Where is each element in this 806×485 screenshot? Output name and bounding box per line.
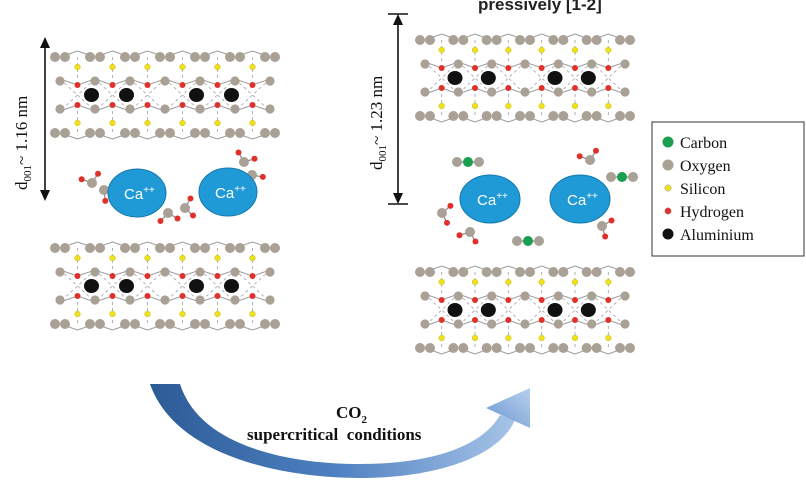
left-cation-2: Ca++ <box>198 167 258 217</box>
legend-label: Silicon <box>680 181 725 198</box>
interlayer-co2-molecules <box>452 157 638 246</box>
legend-label: Aluminium <box>680 227 754 244</box>
right-spacing-arrow <box>388 13 408 205</box>
process-label-conditions: supercritical conditions <box>247 425 422 444</box>
legend-item-carbon: Carbon <box>662 135 727 152</box>
svg-text:Ca++: Ca++ <box>567 191 598 209</box>
process-arrow <box>150 384 530 478</box>
left-bottom-clay-layer <box>50 241 280 331</box>
right-spacing-label: d001~ 1.23 nm <box>367 76 389 170</box>
left-cation-1: Ca++ <box>107 168 167 218</box>
right-cation-1: Ca++ <box>459 174 521 224</box>
header-fragment: pressively [1-2] <box>478 0 602 14</box>
left-spacing-label: d001~ 1.16 nm <box>12 96 34 190</box>
legend-item-aluminium: Aluminium <box>662 227 754 244</box>
process-label-co2: CO2 <box>336 403 368 426</box>
svg-text:Ca++: Ca++ <box>215 184 246 202</box>
left-top-clay-layer <box>50 50 280 140</box>
legend-label: Oxygen <box>680 158 731 175</box>
svg-text:Ca++: Ca++ <box>477 191 508 209</box>
right-cation-2: Ca++ <box>549 174 611 224</box>
svg-text:Ca++: Ca++ <box>124 185 155 203</box>
right-bottom-clay-layer <box>415 265 635 355</box>
right-top-clay-layer <box>415 33 635 123</box>
legend-item-hydrogen: Hydrogen <box>664 204 744 221</box>
legend-item-silicon: Silicon <box>664 181 725 198</box>
legend-item-oxygen: Oxygen <box>662 158 731 175</box>
legend: Carbon Oxygen Silicon Hydrogen Aluminium <box>651 121 805 257</box>
legend-label: Hydrogen <box>680 204 744 221</box>
left-spacing-arrow <box>40 37 50 201</box>
legend-label: Carbon <box>680 135 727 152</box>
